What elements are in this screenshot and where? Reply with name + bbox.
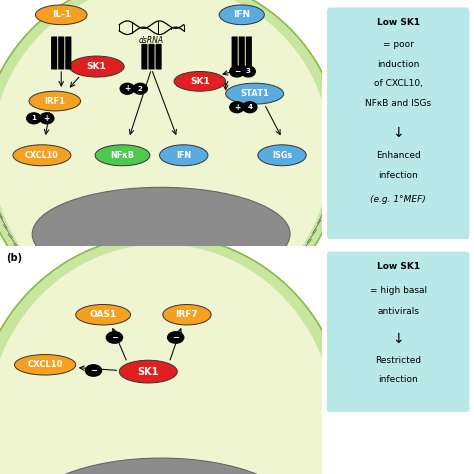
Text: antivirals: antivirals (377, 307, 419, 316)
Circle shape (40, 113, 54, 124)
Ellipse shape (15, 355, 76, 375)
Circle shape (241, 66, 255, 77)
Text: 1: 1 (31, 115, 36, 121)
Circle shape (85, 365, 101, 376)
Ellipse shape (163, 304, 211, 325)
Text: SK1: SK1 (190, 77, 210, 86)
Ellipse shape (0, 0, 330, 322)
Text: infection: infection (378, 171, 418, 180)
FancyBboxPatch shape (58, 36, 64, 70)
Ellipse shape (13, 145, 71, 166)
Text: ↓: ↓ (392, 332, 404, 346)
Text: IRF1: IRF1 (44, 97, 65, 106)
FancyBboxPatch shape (246, 36, 252, 70)
Text: OAS1: OAS1 (90, 310, 117, 319)
Text: −: − (111, 333, 118, 342)
FancyBboxPatch shape (239, 36, 245, 70)
Text: = high basal: = high basal (370, 286, 427, 295)
Text: induction: induction (377, 60, 419, 69)
Text: ↓: ↓ (392, 126, 404, 140)
Text: = poor: = poor (383, 40, 414, 49)
Ellipse shape (119, 360, 177, 383)
Circle shape (243, 102, 257, 113)
Text: STAT1: STAT1 (240, 89, 269, 98)
FancyBboxPatch shape (141, 44, 147, 70)
Ellipse shape (0, 244, 335, 474)
Ellipse shape (95, 145, 150, 166)
Text: +: + (124, 84, 130, 93)
Text: infection: infection (378, 375, 418, 384)
Text: SK1: SK1 (87, 62, 107, 71)
Ellipse shape (0, 235, 348, 474)
Circle shape (230, 102, 244, 113)
Ellipse shape (32, 187, 290, 281)
Circle shape (168, 332, 184, 343)
Text: −: − (234, 67, 240, 76)
Text: +: + (44, 114, 50, 123)
Text: (b): (b) (7, 253, 23, 263)
Text: IRF7: IRF7 (175, 310, 198, 319)
Ellipse shape (69, 56, 124, 77)
Ellipse shape (258, 145, 306, 166)
Text: SK1: SK1 (137, 366, 159, 377)
Text: 2: 2 (138, 86, 143, 92)
Text: CXCL10: CXCL10 (25, 151, 59, 160)
Text: dsRNA: dsRNA (139, 36, 164, 45)
Ellipse shape (174, 72, 226, 91)
Ellipse shape (160, 145, 208, 166)
Text: CXCL10: CXCL10 (27, 360, 63, 369)
Ellipse shape (24, 458, 298, 474)
Text: Restricted: Restricted (375, 356, 421, 365)
Circle shape (133, 83, 147, 94)
FancyBboxPatch shape (148, 44, 155, 70)
Circle shape (230, 66, 244, 77)
Text: +: + (234, 103, 240, 112)
Text: −: − (172, 333, 179, 342)
FancyBboxPatch shape (232, 36, 238, 70)
Text: of CXCL10,: of CXCL10, (374, 79, 423, 88)
Text: IL-1: IL-1 (52, 10, 71, 19)
Text: NFκB: NFκB (110, 151, 135, 160)
FancyBboxPatch shape (327, 8, 469, 239)
Text: −: − (90, 366, 97, 375)
Text: NFκB and ISGs: NFκB and ISGs (365, 99, 431, 108)
Text: IFN: IFN (233, 10, 250, 19)
Text: ISGs: ISGs (272, 151, 292, 160)
Text: Low SK1: Low SK1 (377, 263, 419, 272)
Text: (e.g. 1°MEF): (e.g. 1°MEF) (370, 195, 426, 204)
FancyBboxPatch shape (51, 36, 57, 70)
Text: Enhanced: Enhanced (376, 151, 420, 160)
Text: IFN: IFN (176, 151, 191, 160)
Ellipse shape (0, 0, 342, 330)
Circle shape (27, 113, 41, 124)
Ellipse shape (219, 5, 264, 25)
FancyBboxPatch shape (327, 252, 469, 412)
Ellipse shape (76, 304, 130, 325)
Ellipse shape (226, 83, 283, 104)
Ellipse shape (36, 5, 87, 25)
Text: 3: 3 (246, 68, 251, 74)
FancyBboxPatch shape (65, 36, 72, 70)
Text: 4: 4 (247, 104, 252, 110)
Ellipse shape (29, 91, 81, 111)
Circle shape (106, 332, 122, 343)
Text: Low SK1: Low SK1 (377, 18, 419, 27)
FancyBboxPatch shape (155, 44, 162, 70)
Circle shape (120, 83, 135, 94)
